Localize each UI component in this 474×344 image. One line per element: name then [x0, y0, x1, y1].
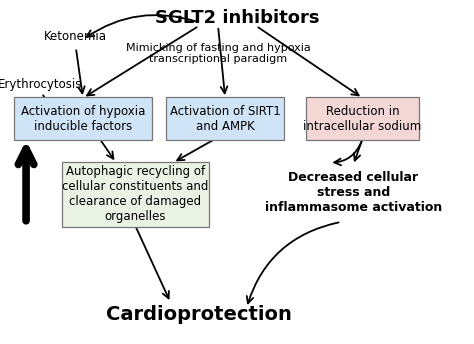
Text: Activation of hypoxia
inducible factors: Activation of hypoxia inducible factors — [21, 105, 145, 133]
Text: Activation of SIRT1
and AMPK: Activation of SIRT1 and AMPK — [170, 105, 281, 133]
Text: Cardioprotection: Cardioprotection — [106, 305, 292, 324]
Text: Decreased cellular
stress and
inflammasome activation: Decreased cellular stress and inflammaso… — [264, 171, 442, 214]
FancyBboxPatch shape — [166, 97, 284, 140]
FancyBboxPatch shape — [62, 162, 209, 227]
Text: Ketonemia: Ketonemia — [45, 30, 107, 43]
Text: Autophagic recycling of
cellular constituents and
clearance of damaged
organelle: Autophagic recycling of cellular constit… — [62, 165, 208, 223]
FancyBboxPatch shape — [306, 97, 419, 140]
FancyBboxPatch shape — [14, 97, 152, 140]
Text: Erythrocytosis: Erythrocytosis — [0, 78, 82, 91]
Text: Mimicking of fasting and hypoxia
transcriptional paradigm: Mimicking of fasting and hypoxia transcr… — [126, 43, 310, 64]
Text: Reduction in
intracellular sodium: Reduction in intracellular sodium — [303, 105, 422, 133]
Text: SGLT2 inhibitors: SGLT2 inhibitors — [155, 9, 319, 26]
